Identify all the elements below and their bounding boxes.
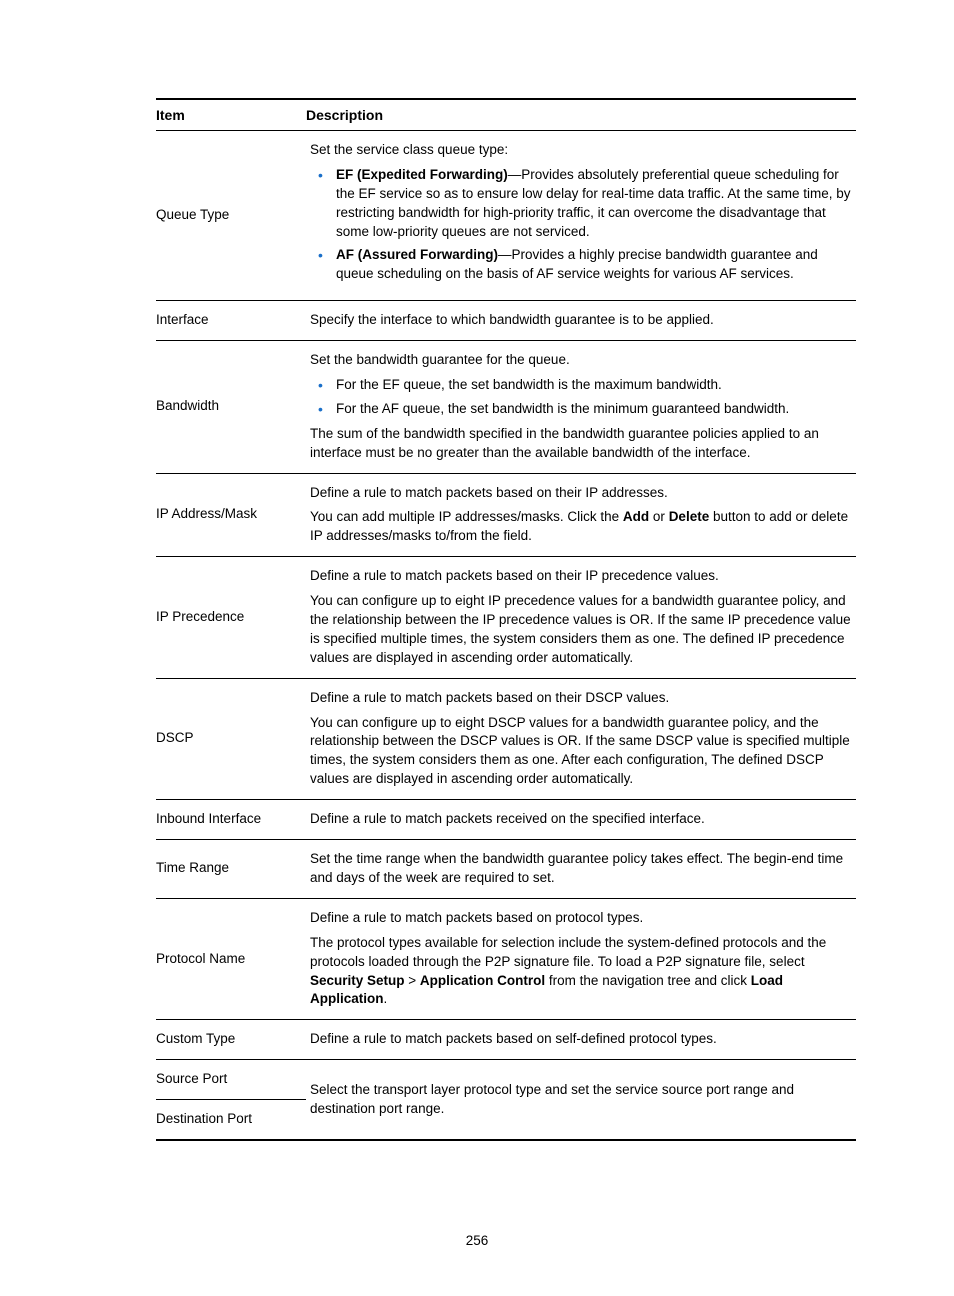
desc-ip-precedence: Define a rule to match packets based on …	[306, 557, 856, 678]
row-bandwidth: Bandwidth Set the bandwidth guarantee fo…	[156, 341, 856, 473]
ip-prec-p2: You can configure up to eight IP precede…	[310, 592, 856, 668]
desc-protocol: Define a rule to match packets based on …	[306, 898, 856, 1019]
label-dscp: DSCP	[156, 678, 306, 799]
bandwidth-outro: The sum of the bandwidth specified in th…	[310, 425, 856, 463]
page-number: 256	[0, 1233, 954, 1248]
add-label: Add	[623, 509, 649, 524]
label-queue-type: Queue Type	[156, 131, 306, 301]
bandwidth-intro: Set the bandwidth guarantee for the queu…	[310, 351, 856, 370]
desc-inbound: Define a rule to match packets received …	[306, 800, 856, 840]
label-ip-precedence: IP Precedence	[156, 557, 306, 678]
af-label: AF (Assured Forwarding)	[336, 247, 498, 262]
row-custom-type: Custom Type Define a rule to match packe…	[156, 1020, 856, 1060]
row-dscp: DSCP Define a rule to match packets base…	[156, 678, 856, 799]
label-bandwidth: Bandwidth	[156, 341, 306, 473]
dscp-p2: You can configure up to eight DSCP value…	[310, 714, 856, 790]
header-item: Item	[156, 99, 306, 131]
desc-dscp: Define a rule to match packets based on …	[306, 678, 856, 799]
row-time-range: Time Range Set the time range when the b…	[156, 840, 856, 899]
label-source-port: Source Port	[156, 1060, 306, 1100]
queue-type-intro: Set the service class queue type:	[310, 141, 856, 160]
bandwidth-b2: For the AF queue, the set bandwidth is t…	[310, 400, 856, 419]
protocol-p2: The protocol types available for selecti…	[310, 934, 856, 1010]
dscp-p1: Define a rule to match packets based on …	[310, 689, 856, 708]
row-interface: Interface Specify the interface to which…	[156, 301, 856, 341]
label-inbound: Inbound Interface	[156, 800, 306, 840]
queue-type-ef: EF (Expedited Forwarding)—Provides absol…	[310, 166, 856, 242]
queue-type-bullets: EF (Expedited Forwarding)—Provides absol…	[310, 166, 856, 284]
label-time-range: Time Range	[156, 840, 306, 899]
page-content: Item Description Queue Type Set the serv…	[156, 98, 856, 1141]
desc-bandwidth: Set the bandwidth guarantee for the queu…	[306, 341, 856, 473]
nav-security-setup: Security Setup	[310, 973, 405, 988]
row-inbound-interface: Inbound Interface Define a rule to match…	[156, 800, 856, 840]
desc-port-range: Select the transport layer protocol type…	[306, 1060, 856, 1140]
row-source-port: Source Port Select the transport layer p…	[156, 1060, 856, 1100]
row-ip-mask: IP Address/Mask Define a rule to match p…	[156, 473, 856, 557]
config-table: Item Description Queue Type Set the serv…	[156, 98, 856, 1141]
row-queue-type: Queue Type Set the service class queue t…	[156, 131, 856, 301]
label-ip-mask: IP Address/Mask	[156, 473, 306, 557]
protocol-p1: Define a rule to match packets based on …	[310, 909, 856, 928]
table-header-row: Item Description	[156, 99, 856, 131]
delete-label: Delete	[669, 509, 710, 524]
row-protocol-name: Protocol Name Define a rule to match pac…	[156, 898, 856, 1019]
desc-custom-type: Define a rule to match packets based on …	[306, 1020, 856, 1060]
nav-app-control: Application Control	[420, 973, 545, 988]
desc-time-range: Set the time range when the bandwidth gu…	[306, 840, 856, 899]
ef-label: EF (Expedited Forwarding)	[336, 167, 508, 182]
bandwidth-bullets: For the EF queue, the set bandwidth is t…	[310, 376, 856, 419]
desc-interface: Specify the interface to which bandwidth…	[306, 301, 856, 341]
ip-mask-p2: You can add multiple IP addresses/masks.…	[310, 508, 856, 546]
label-destination-port: Destination Port	[156, 1100, 306, 1140]
desc-ip-mask: Define a rule to match packets based on …	[306, 473, 856, 557]
queue-type-af: AF (Assured Forwarding)—Provides a highl…	[310, 246, 856, 284]
ip-mask-p1: Define a rule to match packets based on …	[310, 484, 856, 503]
header-description: Description	[306, 99, 856, 131]
label-interface: Interface	[156, 301, 306, 341]
label-protocol: Protocol Name	[156, 898, 306, 1019]
label-custom-type: Custom Type	[156, 1020, 306, 1060]
bandwidth-b1: For the EF queue, the set bandwidth is t…	[310, 376, 856, 395]
row-ip-precedence: IP Precedence Define a rule to match pac…	[156, 557, 856, 678]
ip-prec-p1: Define a rule to match packets based on …	[310, 567, 856, 586]
desc-queue-type: Set the service class queue type: EF (Ex…	[306, 131, 856, 301]
